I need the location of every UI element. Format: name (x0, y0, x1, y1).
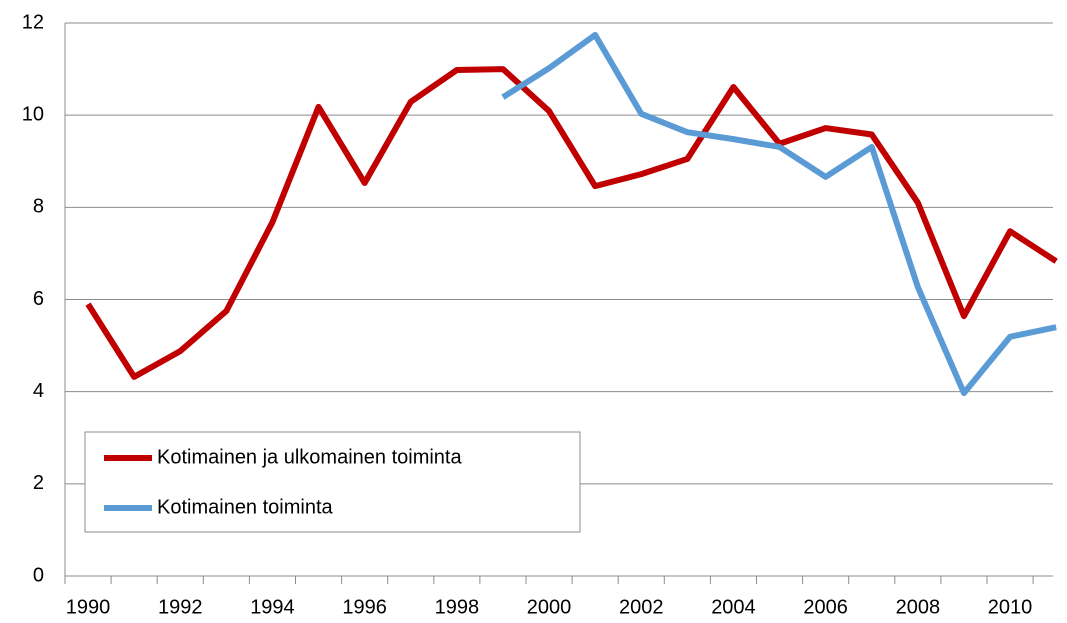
y-tick-label: 0 (33, 564, 44, 586)
x-tick-label: 1990 (66, 596, 111, 618)
y-tick-label: 4 (33, 380, 44, 402)
line-series (85, 66, 1058, 380)
x-tick-label: 1998 (435, 596, 480, 618)
y-tick-label: 2 (33, 472, 44, 494)
y-tick-label: 8 (33, 196, 44, 218)
y-tick-label: 12 (22, 11, 44, 33)
legend-label: Kotimainen ja ulkomainen toiminta (157, 446, 462, 468)
legend-label: Kotimainen toiminta (157, 496, 334, 518)
x-tick-label: 2000 (527, 596, 572, 618)
legend-box (84, 431, 581, 533)
x-tick-label: 1996 (342, 596, 387, 618)
x-tick-label: 2006 (803, 596, 848, 618)
y-tick-label: 6 (33, 288, 44, 310)
x-tick-label: 2004 (711, 596, 756, 618)
x-tick-label: 2010 (988, 596, 1033, 618)
x-tick-label: 1992 (158, 596, 203, 618)
y-tick-label: 10 (22, 103, 44, 125)
x-tick-label: 2002 (619, 596, 664, 618)
x-tick-label: 2008 (896, 596, 941, 618)
line-series (501, 31, 1057, 397)
x-tick-label: 1994 (250, 596, 295, 618)
